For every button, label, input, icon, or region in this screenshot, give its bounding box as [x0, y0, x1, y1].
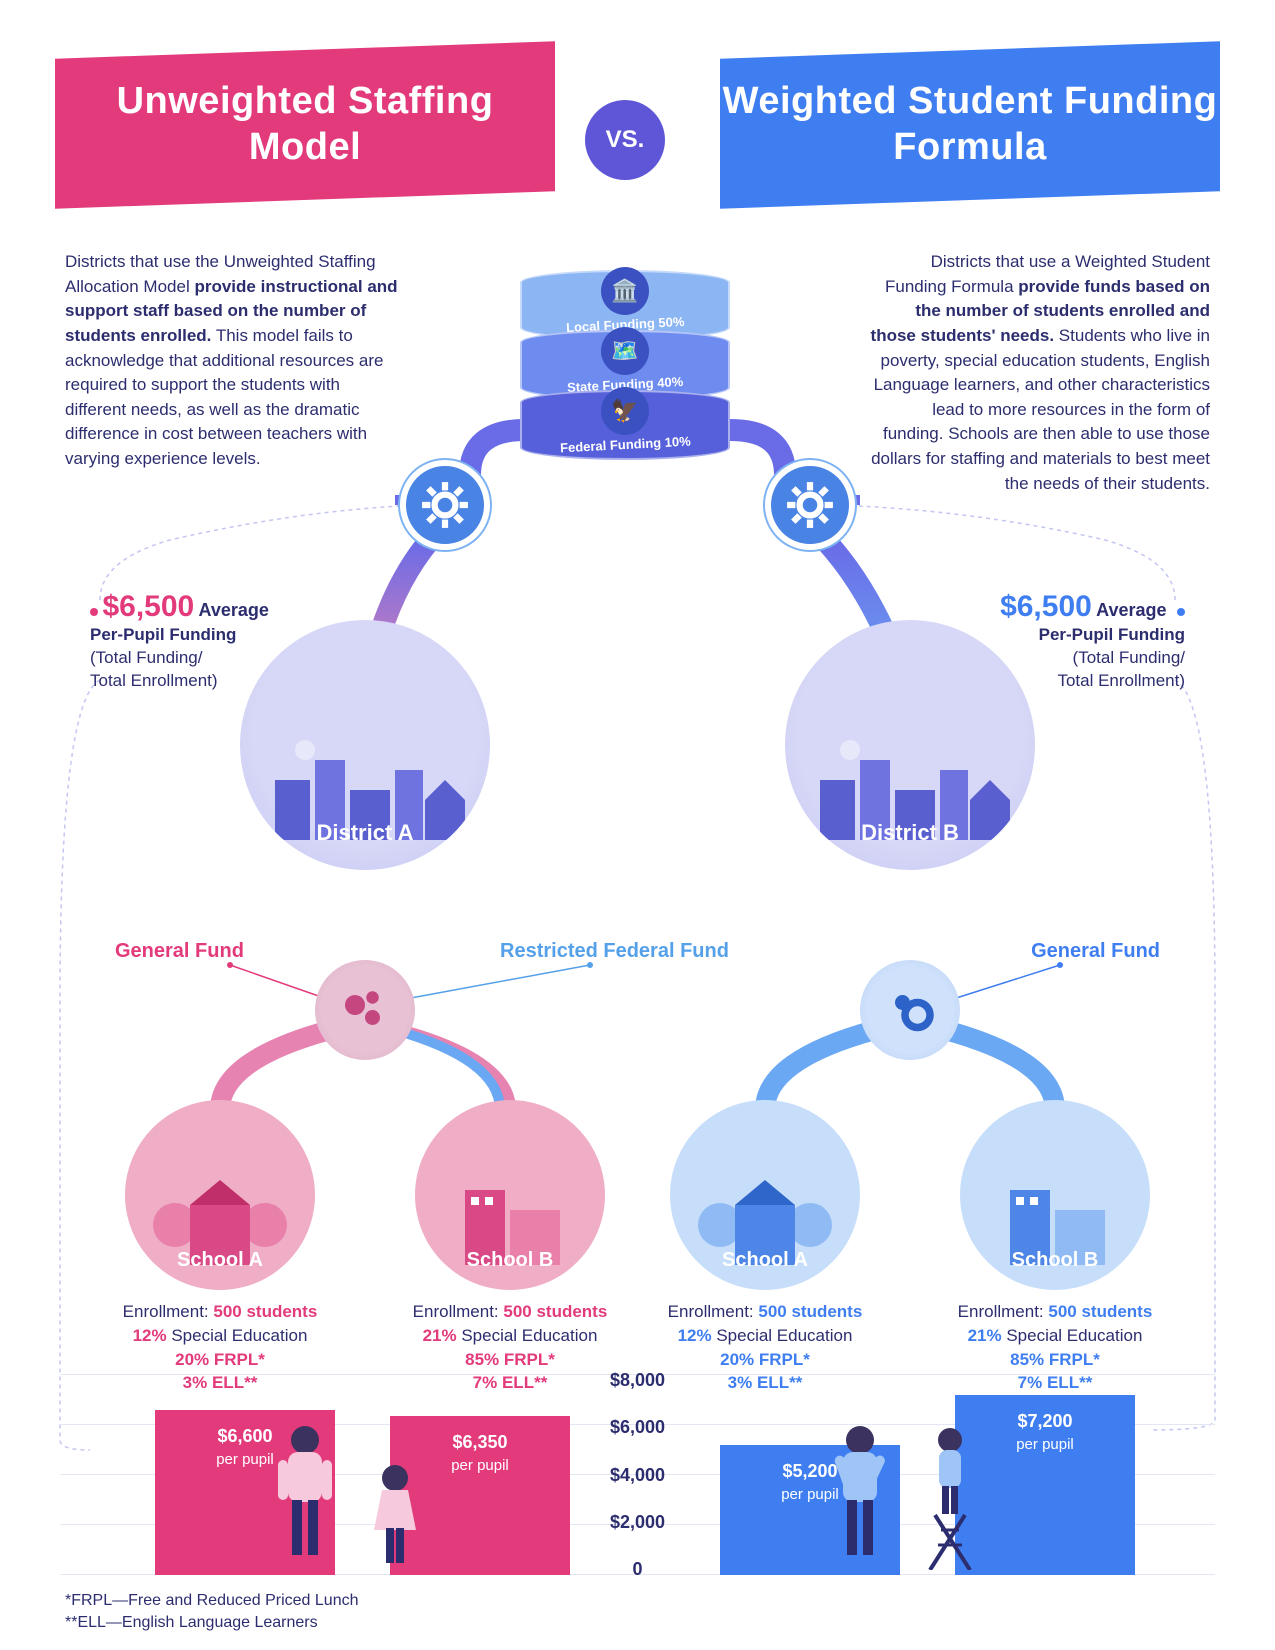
footnote-ell: **ELL—English Language Learners	[65, 1612, 359, 1634]
state-map-icon: 🗺️	[601, 327, 649, 375]
stat-sped: 21%	[968, 1326, 1002, 1345]
school-left-b: School B	[415, 1100, 605, 1290]
ppf-left-line2: Per-Pupil Funding	[90, 625, 236, 644]
intro-left: Districts that use the Unweighted Staffi…	[65, 250, 405, 472]
dot-icon	[1177, 608, 1185, 616]
gears-icon	[335, 980, 395, 1040]
gear-right	[765, 460, 855, 550]
eagle-seal-icon: 🦅	[601, 387, 649, 435]
ytick: $6,000	[610, 1417, 665, 1438]
hub-left	[315, 960, 415, 1060]
ppf-left-amount: $6,500	[102, 590, 194, 623]
bar-value: $6,350	[452, 1432, 507, 1452]
dot-icon	[90, 608, 98, 616]
stat-enroll-label: Enrollment:	[668, 1302, 759, 1321]
district-b: District B	[785, 620, 1035, 870]
ytick: $2,000	[610, 1512, 665, 1533]
stat-frpl: 85% FRPL*	[380, 1348, 640, 1372]
ytick: $8,000	[610, 1370, 665, 1391]
stat-frpl: 85% FRPL*	[925, 1348, 1185, 1372]
stat-sped-label: Special Education	[167, 1326, 308, 1345]
ppf-right-amount: $6,500	[1000, 590, 1092, 623]
ytick: 0	[632, 1559, 642, 1580]
bar-sub: per pupil	[451, 1457, 509, 1474]
ppf-left-avg: Average	[194, 600, 269, 620]
footnote-frpl: *FRPL—Free and Reduced Priced Lunch	[65, 1590, 359, 1612]
stat-sped-label: Special Education	[712, 1326, 853, 1345]
school-right-a-label: School A	[722, 1249, 808, 1272]
gears-icon	[880, 980, 940, 1040]
header-right-title: Weighted Student Funding Formula	[720, 79, 1220, 170]
school-right-b: School B	[960, 1100, 1150, 1290]
header-right-banner: Weighted Student Funding Formula	[720, 41, 1220, 208]
hub-right	[860, 960, 960, 1060]
person-child-left	[360, 1460, 430, 1570]
footnotes: *FRPL—Free and Reduced Priced Lunch **EL…	[65, 1590, 359, 1635]
gear-icon	[785, 480, 835, 530]
stat-enroll-value: 500 students	[1048, 1302, 1152, 1321]
stat-sped-label: Special Education	[1002, 1326, 1143, 1345]
stat-frpl: 20% FRPL*	[90, 1348, 350, 1372]
stat-sped: 12%	[678, 1326, 712, 1345]
intro-left-post: This model fails to acknowledge that add…	[65, 326, 383, 468]
district-a-label: District A	[317, 820, 414, 846]
person-adult-right	[815, 1420, 905, 1570]
district-b-label: District B	[861, 820, 959, 846]
header-left-title: Unweighted Staffing Model	[55, 79, 555, 170]
bar-sub: per pupil	[1016, 1436, 1074, 1453]
stat-sped-label: Special Education	[457, 1326, 598, 1345]
gear-left	[400, 460, 490, 550]
y-axis: $8,000 $6,000 $4,000 $2,000 0	[578, 1370, 698, 1580]
school-left-a-label: School A	[177, 1249, 263, 1272]
capitol-icon: 🏛️	[601, 267, 649, 315]
school-left-b-label: School B	[467, 1249, 554, 1272]
funding-disk-federal: 🦅 Federal Funding 10%	[520, 390, 730, 460]
fund-label-general-right: General Fund	[1031, 940, 1160, 963]
stat-sped: 12%	[133, 1326, 167, 1345]
vs-text: VS.	[606, 126, 645, 154]
fund-label-restricted: Restricted Federal Fund	[500, 940, 729, 963]
stat-enroll-value: 500 students	[758, 1302, 862, 1321]
intro-right: Districts that use a Weighted Student Fu…	[870, 250, 1210, 496]
school-right-a: School A	[670, 1100, 860, 1290]
bar-value: $7,200	[1017, 1411, 1072, 1431]
fund-label-general-left: General Fund	[115, 940, 244, 963]
header-left-banner: Unweighted Staffing Model	[55, 41, 555, 208]
stat-frpl: 20% FRPL*	[635, 1348, 895, 1372]
gear-icon	[420, 480, 470, 530]
stat-enroll-label: Enrollment:	[958, 1302, 1049, 1321]
ytick: $4,000	[610, 1465, 665, 1486]
stat-enroll-label: Enrollment:	[123, 1302, 214, 1321]
ppf-right-avg: Average	[1092, 600, 1167, 620]
funding-federal-label: Federal Funding 10%	[559, 434, 690, 456]
district-a: District A	[240, 620, 490, 870]
school-right-b-label: School B	[1012, 1249, 1099, 1272]
stat-sped: 21%	[423, 1326, 457, 1345]
person-adult-left	[260, 1420, 350, 1570]
person-child-right	[915, 1420, 995, 1570]
per-pupil-bar-chart: $8,000 $6,000 $4,000 $2,000 0 $6,600per …	[60, 1370, 1215, 1580]
ppf-right-line2: Per-Pupil Funding	[1039, 625, 1185, 644]
intro-right-post: Students who live in poverty, special ed…	[871, 326, 1210, 493]
school-left-a: School A	[125, 1100, 315, 1290]
stat-enroll-value: 500 students	[213, 1302, 317, 1321]
stat-enroll-value: 500 students	[503, 1302, 607, 1321]
stat-enroll-label: Enrollment:	[413, 1302, 504, 1321]
vs-badge: VS.	[585, 100, 665, 180]
funding-stack: 🏛️ Local Funding 50% 🗺️ State Funding 40…	[520, 270, 730, 460]
